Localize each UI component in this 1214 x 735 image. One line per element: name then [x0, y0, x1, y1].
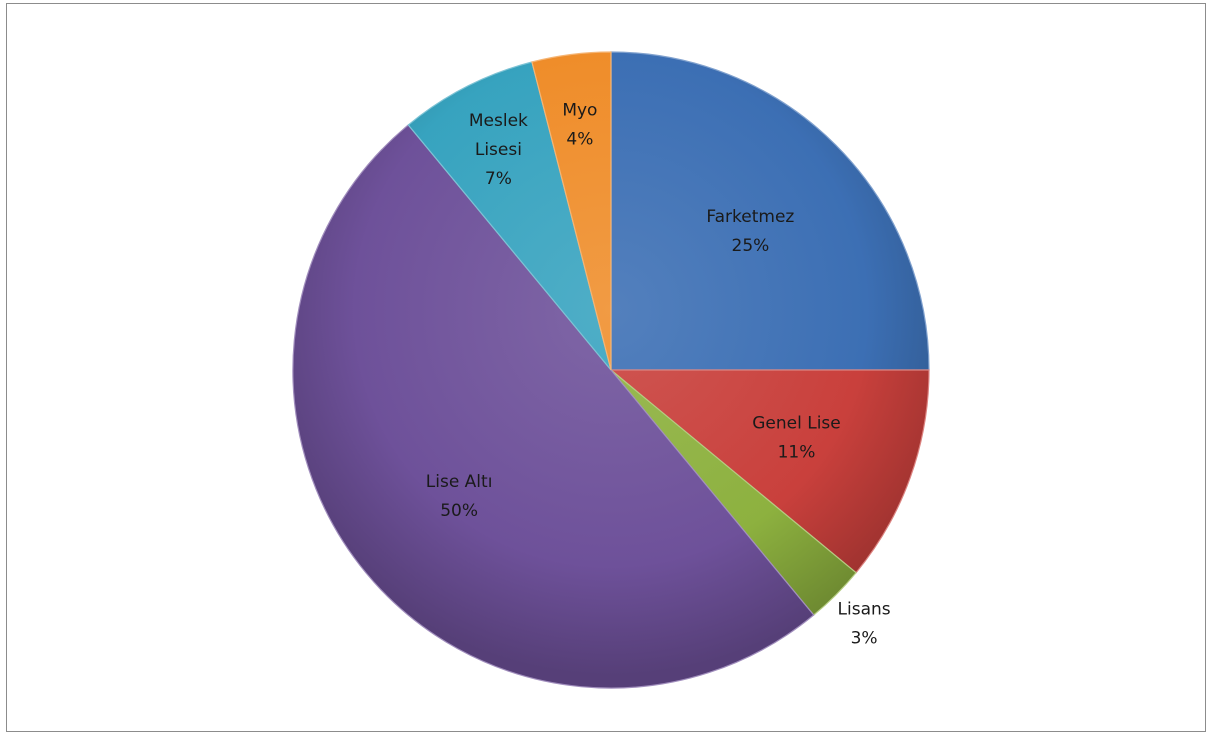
slice-percent-meslek-lisesi: 7%: [485, 169, 512, 189]
pie-slice-genel-lise: [609, 369, 930, 574]
pie-labels: Farketmez 25% Genel Lise 11% Lisans 3% Lise Al…: [426, 100, 891, 648]
slice-label-meslek-lisesi: Meslek: [469, 111, 528, 131]
slice-label-meslek-lisesi: Lisesi: [475, 140, 522, 160]
slice-label-farketmez: Farketmez: [706, 207, 794, 227]
slice-percent-farketmez: 25%: [732, 236, 770, 256]
slice-percent-myo: 4%: [566, 129, 593, 149]
slice-percent-genel-lise: 11%: [778, 442, 816, 462]
slice-percent-lisans: 3%: [851, 629, 878, 649]
pie-slice-meslek-lisesi: [407, 61, 612, 371]
pie-slice-lise-altı: [292, 124, 815, 689]
pie-chart: Farketmez 25% Genel Lise 11% Lisans 3% Lise Al…: [292, 51, 930, 689]
pie-slice-myo: [531, 51, 612, 371]
slice-label-myo: Myo: [562, 100, 597, 120]
slice-label-genel-lise: Genel Lise: [752, 413, 841, 433]
chart-frame: Farketmez 25% Genel Lise 11% Lisans 3% Lise Al…: [6, 3, 1206, 732]
pie-slice-farketmez: [610, 51, 930, 371]
slice-label-lisans: Lisans: [838, 600, 891, 620]
slice-percent-lise-altı: 50%: [440, 501, 478, 521]
slice-label-lise-altı: Lise Altı: [426, 472, 493, 492]
pie-slices: [292, 51, 930, 689]
